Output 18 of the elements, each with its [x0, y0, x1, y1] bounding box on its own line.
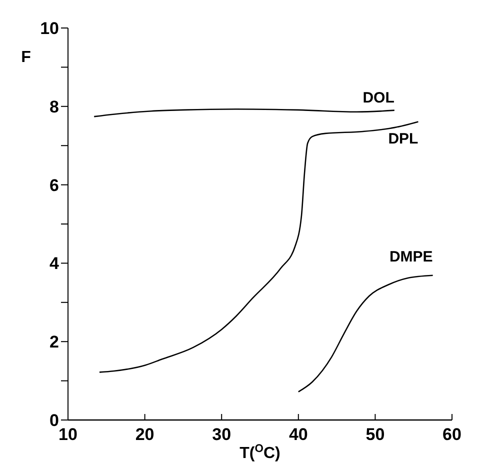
y-tick-label: 8 [50, 97, 59, 116]
y-tick-label: 6 [50, 176, 59, 195]
x-tick-label: 20 [135, 425, 154, 444]
series-label: DPL [388, 130, 418, 148]
y-axis-title: F [21, 49, 32, 66]
x-axis-title: T($^{O}$C) [240, 443, 280, 462]
y-tick-label: 0 [50, 411, 59, 430]
line-series [298, 274, 434, 392]
series-label: DMPE [389, 248, 433, 266]
x-tick-label: 30 [212, 425, 232, 444]
line-series [93, 108, 396, 118]
x-tick-label: 50 [366, 425, 385, 444]
y-tick-label: 4 [50, 254, 60, 274]
x-tick-label: 40 [288, 425, 308, 444]
x-tick-label: 60 [442, 425, 462, 444]
series-label: DOL [362, 89, 394, 106]
y-tick-label: 2 [50, 332, 59, 352]
y-tick-label: 10 [40, 19, 59, 38]
